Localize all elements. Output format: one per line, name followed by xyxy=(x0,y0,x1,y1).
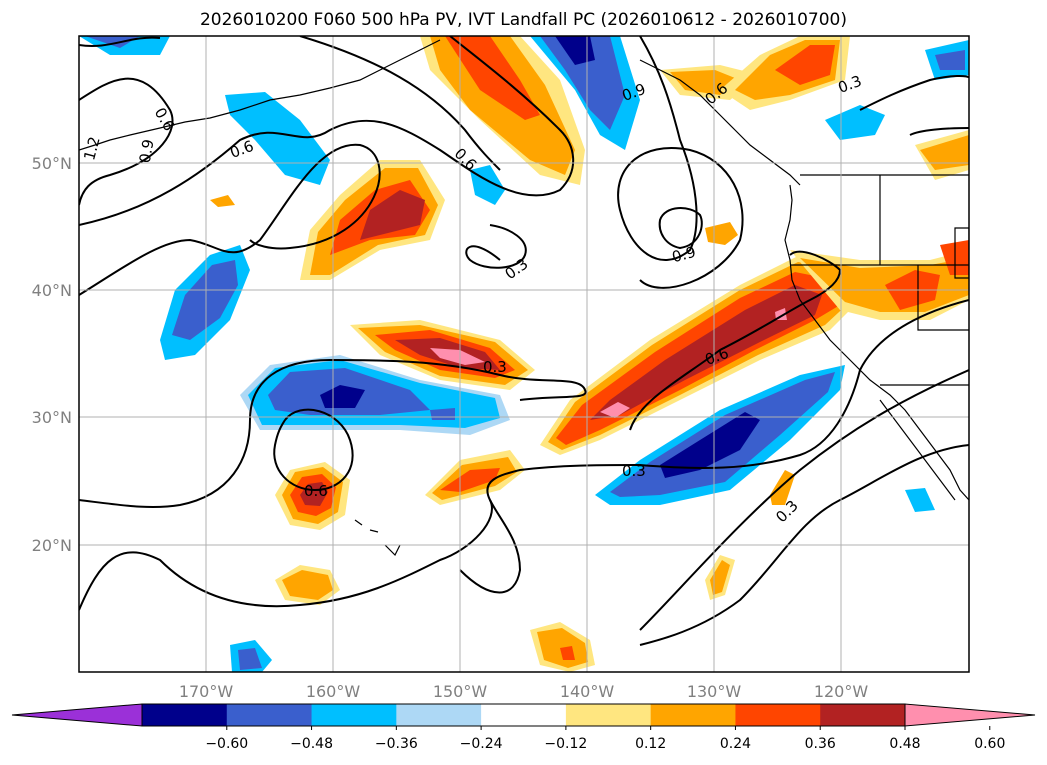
colorbar-tick-label: 0.24 xyxy=(720,736,751,752)
contour-label: 0.3 xyxy=(622,462,646,480)
contour-label: 0.3 xyxy=(502,255,532,283)
contour-line-1 xyxy=(79,36,161,47)
contour-label: 0.6 xyxy=(228,137,257,162)
colorbar-tick-label: −0.48 xyxy=(290,736,333,752)
ivt-contour-layer xyxy=(79,36,969,646)
lat-tick-label: 40°N xyxy=(32,281,72,300)
colorbar-outline xyxy=(141,703,906,727)
colorbar-extend-min xyxy=(11,703,143,727)
fill-pos-band-north-3 xyxy=(445,36,540,120)
gridlines xyxy=(79,36,969,672)
contour-label: 0.9 xyxy=(136,138,158,165)
state-borders xyxy=(790,175,969,331)
fill-neg-160w31n-4 xyxy=(320,385,365,408)
fill-pos-small-5 xyxy=(705,222,738,245)
fill-neg-small-2 xyxy=(905,488,935,512)
fill-neg-small-1b xyxy=(238,648,262,670)
contour-label: 1.2 xyxy=(80,135,104,163)
coastline-alaska xyxy=(79,39,441,151)
fill-pos-148w24n-3 xyxy=(440,468,500,492)
colorbar-segment xyxy=(820,704,906,726)
fill-pos-ne-3 xyxy=(775,45,835,85)
colorbar-segment xyxy=(142,704,228,726)
lon-tick-labels: 170°W 160°W 150°W 140°W 130°W 120°W xyxy=(179,682,869,701)
fill-neg-167w38n-2 xyxy=(172,260,238,340)
fill-pos-ne-5 xyxy=(920,135,969,170)
colorbar-tick-label: 0.48 xyxy=(889,736,920,752)
fill-neg-130w27n-3 xyxy=(660,412,760,478)
lon-tick-label: 130°W xyxy=(687,682,742,701)
fill-pos-ar-band-4 xyxy=(590,285,822,420)
contour-line-6 xyxy=(617,36,744,289)
fill-neg-ne-1 xyxy=(825,105,885,140)
colorbar-segment xyxy=(396,704,482,726)
contour-label: 0.3 xyxy=(483,358,507,376)
fill-neg-145w48n xyxy=(470,165,505,205)
fill-neg-ne-3 xyxy=(935,50,965,70)
contour-label: 0.6 xyxy=(304,482,328,500)
contour-label: 0.9 xyxy=(670,243,698,267)
lon-tick-label: 120°W xyxy=(814,682,869,701)
map-frame xyxy=(78,35,970,673)
figure-title: 2026010200 F060 500 hPa PV, IVT Landfall… xyxy=(199,10,847,30)
contour-line-10 xyxy=(273,408,354,492)
contour-line-16 xyxy=(859,74,969,111)
fill-neg-band-north-2 xyxy=(540,36,625,130)
fill-pos-ar-band-5 xyxy=(600,402,630,418)
colorbar-tick-label: −0.36 xyxy=(375,736,418,752)
colorbar-tick-label: −0.24 xyxy=(460,736,503,752)
colorbar-tick-label: 0.60 xyxy=(974,736,1005,752)
lat-tick-label: 20°N xyxy=(32,536,72,555)
contour-line-11 xyxy=(79,299,969,611)
lat-tick-labels: 50°N 40°N 30°N 20°N xyxy=(32,154,72,555)
fill-pos-small-2c xyxy=(560,646,575,660)
lat-tick-label: 30°N xyxy=(32,408,72,427)
coastline-panhandle xyxy=(639,59,801,186)
fill-neg-small-3 xyxy=(430,408,455,420)
colorbar-tick-label: 0.12 xyxy=(635,736,666,752)
lon-tick-label: 160°W xyxy=(306,682,361,701)
fill-neg-160w53n xyxy=(225,92,330,185)
fill-neg-topleft-2 xyxy=(85,36,140,48)
fill-neg-band-north-3 xyxy=(555,36,595,65)
fill-pos-small-1b xyxy=(282,570,333,600)
colorbar-tick-label: −0.60 xyxy=(205,736,248,752)
fill-pos-small-3b xyxy=(710,560,730,595)
lon-tick-label: 170°W xyxy=(179,682,234,701)
fill-pos-150w36n-5 xyxy=(430,348,485,365)
hawaii-islands xyxy=(354,519,401,557)
contour-line-2 xyxy=(79,77,174,206)
colorbar-tick-label: 0.36 xyxy=(805,736,836,752)
contour-line-3 xyxy=(79,36,575,226)
coastline-west-coast xyxy=(784,184,969,501)
pv-fill-layer xyxy=(79,36,969,672)
contour-line-9 xyxy=(79,358,587,509)
fill-pos-157w47n-4 xyxy=(360,190,425,240)
colorbar: −0.60 −0.48 −0.36 −0.24 −0.12 0.12 0.24 0.36 0.4… xyxy=(11,703,1036,752)
colorbar-segment xyxy=(650,704,736,726)
contour-line-17 xyxy=(909,127,969,136)
lon-tick-label: 140°W xyxy=(560,682,615,701)
lon-tick-label: 150°W xyxy=(433,682,488,701)
lat-tick-label: 50°N xyxy=(32,154,72,173)
contour-line-4 xyxy=(79,143,381,296)
fill-pos-small-6 xyxy=(210,195,235,207)
colorbar-segment xyxy=(311,704,397,726)
contour-line-14 xyxy=(639,444,969,646)
fill-pos-band-north-2 xyxy=(430,36,575,175)
colorbar-segment xyxy=(735,704,821,726)
contour-line-15 xyxy=(639,369,969,631)
contour-line-5 xyxy=(299,36,501,171)
colorbar-extend-max xyxy=(904,703,1036,727)
contour-line-8 xyxy=(465,224,527,269)
colorbar-segment xyxy=(565,704,652,726)
colorbar-tick-label: −0.12 xyxy=(544,736,587,752)
fill-pos-161w24n-4 xyxy=(300,482,328,506)
contour-line-12 xyxy=(459,499,522,594)
colorbar-segment xyxy=(481,704,567,726)
colorbar-segment xyxy=(226,704,313,726)
contour-line-7 xyxy=(658,207,703,250)
